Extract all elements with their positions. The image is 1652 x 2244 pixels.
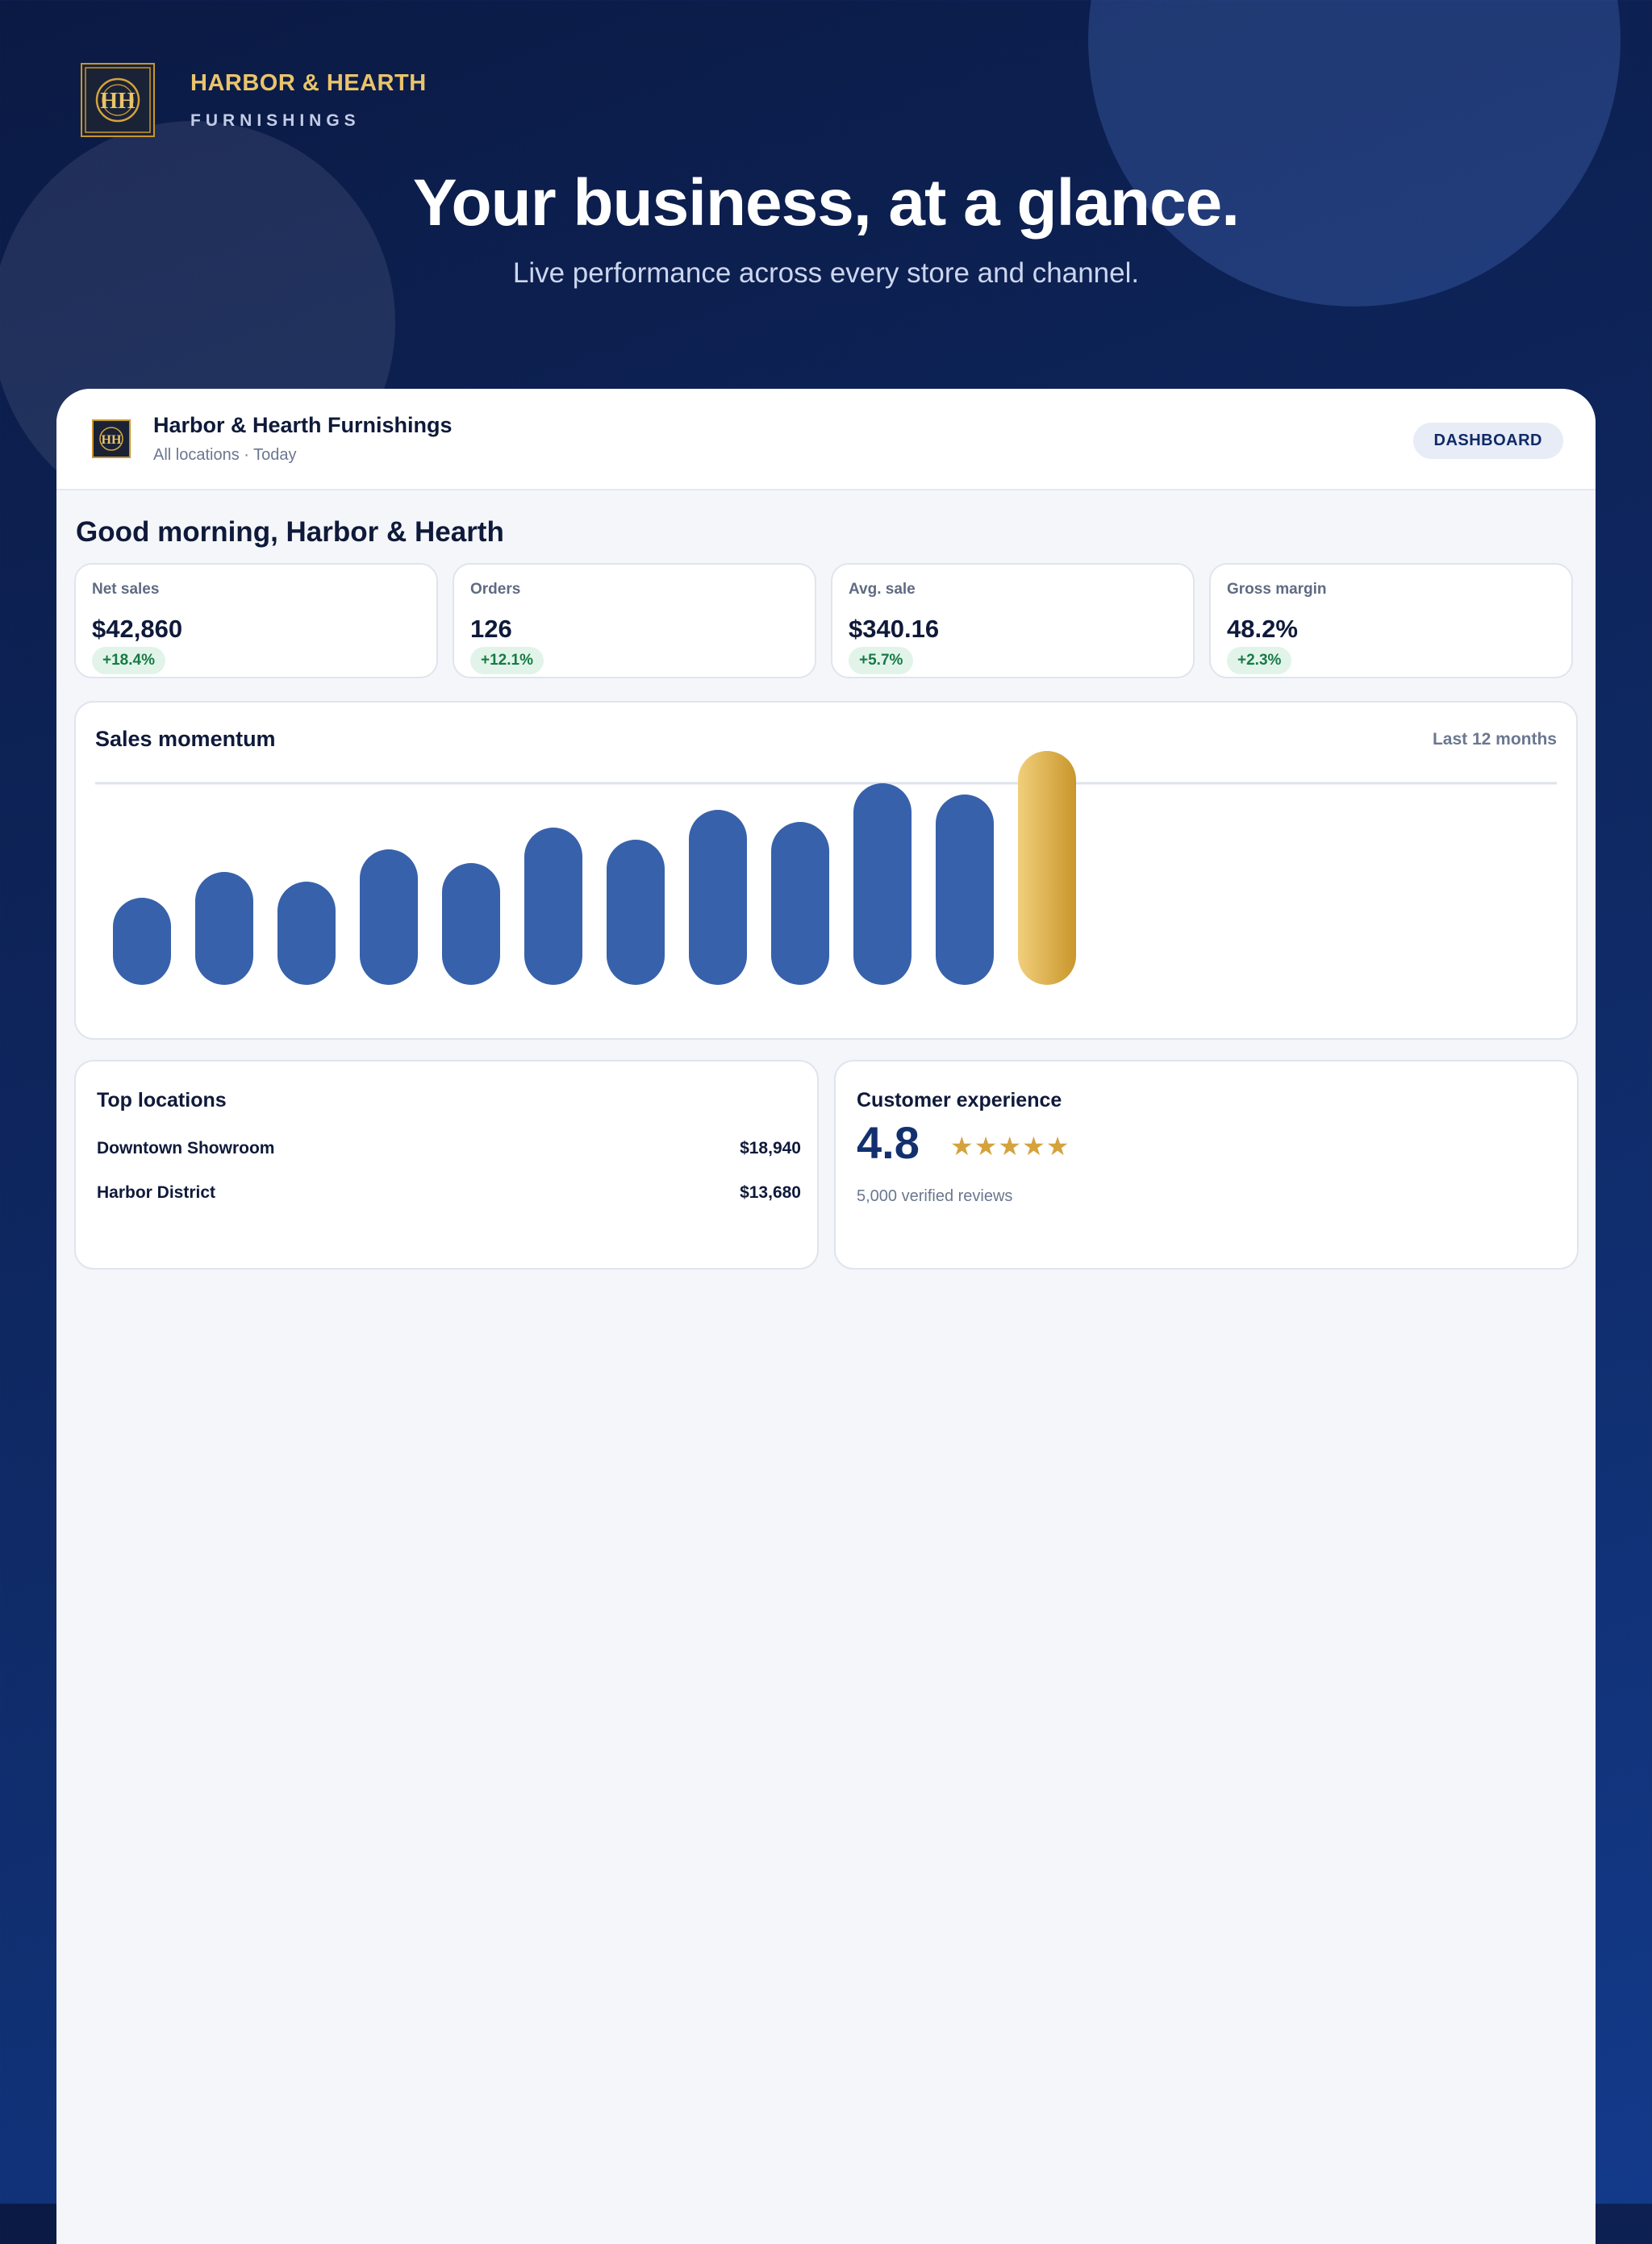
location-value: $13,680 [740,1183,801,1202]
chart-bar[interactable] [853,783,912,985]
svg-text:HH: HH [100,89,136,114]
kpi-delta-badge: +2.3% [1227,647,1292,674]
dashboard-badge[interactable]: DASHBOARD [1412,423,1563,459]
location-name: Harbor District [97,1183,216,1202]
chart-bar[interactable] [113,898,171,985]
kpi-card-gross-margin[interactable]: Gross margin 48.2% +2.3% [1209,563,1573,678]
hero: Your business, at a glance. Live perform… [0,165,1652,290]
customer-experience-card: Customer experience 4.8 ★★★★★ 5,000 veri… [834,1060,1579,1270]
chart-bar[interactable] [360,849,418,985]
chart-bar-current[interactable] [1018,751,1076,985]
app-header: HH Harbor & Hearth Furnishings All locat… [56,389,1596,490]
star-rating-icon: ★★★★★ [950,1132,1070,1161]
sales-chart [95,751,1557,985]
kpi-value: 48.2% [1227,615,1298,643]
chart-bar[interactable] [936,795,994,985]
chart-bar[interactable] [771,822,829,985]
chart-bar[interactable] [277,882,336,985]
chart-bar[interactable] [442,863,500,985]
experience-title: Customer experience [857,1089,1062,1112]
greeting: Good morning, Harbor & Hearth [76,516,504,548]
kpi-label: Gross margin [1227,581,1327,598]
kpi-value: $42,860 [92,615,183,643]
kpi-label: Orders [470,581,521,598]
rating-score: 4.8 [857,1117,920,1168]
chart-bar[interactable] [689,810,747,985]
top-locations-card: Top locations Downtown Showroom $18,940 … [74,1060,819,1270]
kpi-delta-badge: +5.7% [849,647,914,674]
location-value: $18,940 [740,1139,801,1157]
sales-momentum-card: Sales momentum Last 12 months [74,701,1578,1040]
chart-bar[interactable] [524,828,582,985]
kpi-delta-badge: +18.4% [92,647,165,674]
brand-name: HARBOR & HEARTH [190,69,427,96]
kpi-delta-badge: +12.1% [470,647,544,674]
kpi-card-net-sales[interactable]: Net sales $42,860 +18.4% [74,563,438,678]
app-meta: All locations · Today [153,446,297,464]
review-count: 5,000 verified reviews [857,1187,1013,1205]
svg-text:HH: HH [102,433,122,447]
kpi-value: $340.16 [849,615,940,643]
kpi-label: Avg. sale [849,581,916,598]
location-name: Downtown Showroom [97,1139,275,1157]
brand-logo: HH [81,63,155,137]
kpi-value: 126 [470,615,512,643]
brand-header: HH HARBOR & HEARTH FURNISHINGS [81,63,427,137]
chart-bar[interactable] [607,840,665,985]
kpi-label: Net sales [92,581,160,598]
location-row[interactable]: Downtown Showroom $18,940 [97,1139,801,1158]
chart-title: Sales momentum [95,727,276,751]
app-title: Harbor & Hearth Furnishings [153,413,453,437]
kpi-card-avg-sale[interactable]: Avg. sale $340.16 +5.7% [831,563,1195,678]
hero-subtitle: Live performance across every store and … [512,257,1140,289]
dashboard-panel: HH Harbor & Hearth Furnishings All locat… [56,389,1596,2244]
chart-period[interactable]: Last 12 months [1432,730,1557,749]
kpi-card-orders[interactable]: Orders 126 +12.1% [453,563,816,678]
app-logo: HH [92,419,131,458]
locations-title: Top locations [97,1089,227,1112]
chart-bar[interactable] [195,872,253,985]
hero-title: Your business, at a glance. [412,166,1240,240]
brand-tagline: FURNISHINGS [190,111,361,130]
kpi-row: Net sales $42,860 +18.4% Orders 126 +12.… [74,563,1573,678]
location-row[interactable]: Harbor District $13,680 [97,1183,801,1203]
